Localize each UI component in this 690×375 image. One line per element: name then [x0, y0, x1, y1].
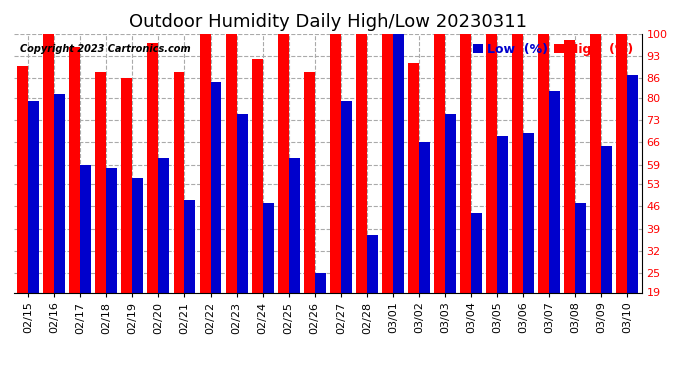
- Bar: [148, 44, 159, 292]
- Bar: [263, 203, 273, 292]
- Bar: [80, 165, 91, 292]
- Bar: [17, 66, 28, 292]
- Bar: [43, 34, 55, 292]
- Bar: [252, 59, 263, 292]
- Bar: [173, 72, 184, 292]
- Bar: [341, 101, 352, 292]
- Title: Outdoor Humidity Daily High/Low 20230311: Outdoor Humidity Daily High/Low 20230311: [129, 13, 526, 31]
- Bar: [627, 75, 638, 292]
- Bar: [121, 78, 132, 292]
- Bar: [419, 142, 430, 292]
- Bar: [445, 114, 456, 292]
- Text: Copyright 2023 Cartronics.com: Copyright 2023 Cartronics.com: [20, 44, 190, 54]
- Bar: [132, 177, 144, 292]
- Bar: [616, 34, 627, 292]
- Bar: [497, 136, 508, 292]
- Bar: [512, 34, 523, 292]
- Bar: [460, 34, 471, 292]
- Bar: [210, 82, 221, 292]
- Legend: Low  (%), High  (%): Low (%), High (%): [471, 40, 635, 58]
- Bar: [28, 101, 39, 292]
- Bar: [69, 46, 80, 292]
- Bar: [315, 273, 326, 292]
- Bar: [288, 158, 299, 292]
- Bar: [159, 158, 169, 292]
- Bar: [55, 94, 65, 292]
- Bar: [278, 34, 288, 292]
- Bar: [408, 63, 419, 292]
- Bar: [304, 72, 315, 292]
- Bar: [393, 34, 404, 292]
- Bar: [601, 146, 612, 292]
- Bar: [356, 34, 367, 292]
- Bar: [471, 213, 482, 292]
- Bar: [591, 34, 601, 292]
- Bar: [199, 34, 210, 292]
- Bar: [549, 91, 560, 292]
- Bar: [575, 203, 586, 292]
- Bar: [367, 235, 377, 292]
- Bar: [237, 114, 248, 292]
- Bar: [486, 34, 497, 292]
- Bar: [184, 200, 195, 292]
- Bar: [382, 34, 393, 292]
- Bar: [523, 133, 534, 292]
- Bar: [106, 168, 117, 292]
- Bar: [330, 34, 341, 292]
- Bar: [538, 34, 549, 292]
- Bar: [95, 72, 106, 292]
- Bar: [434, 34, 445, 292]
- Bar: [564, 40, 575, 292]
- Bar: [226, 34, 237, 292]
